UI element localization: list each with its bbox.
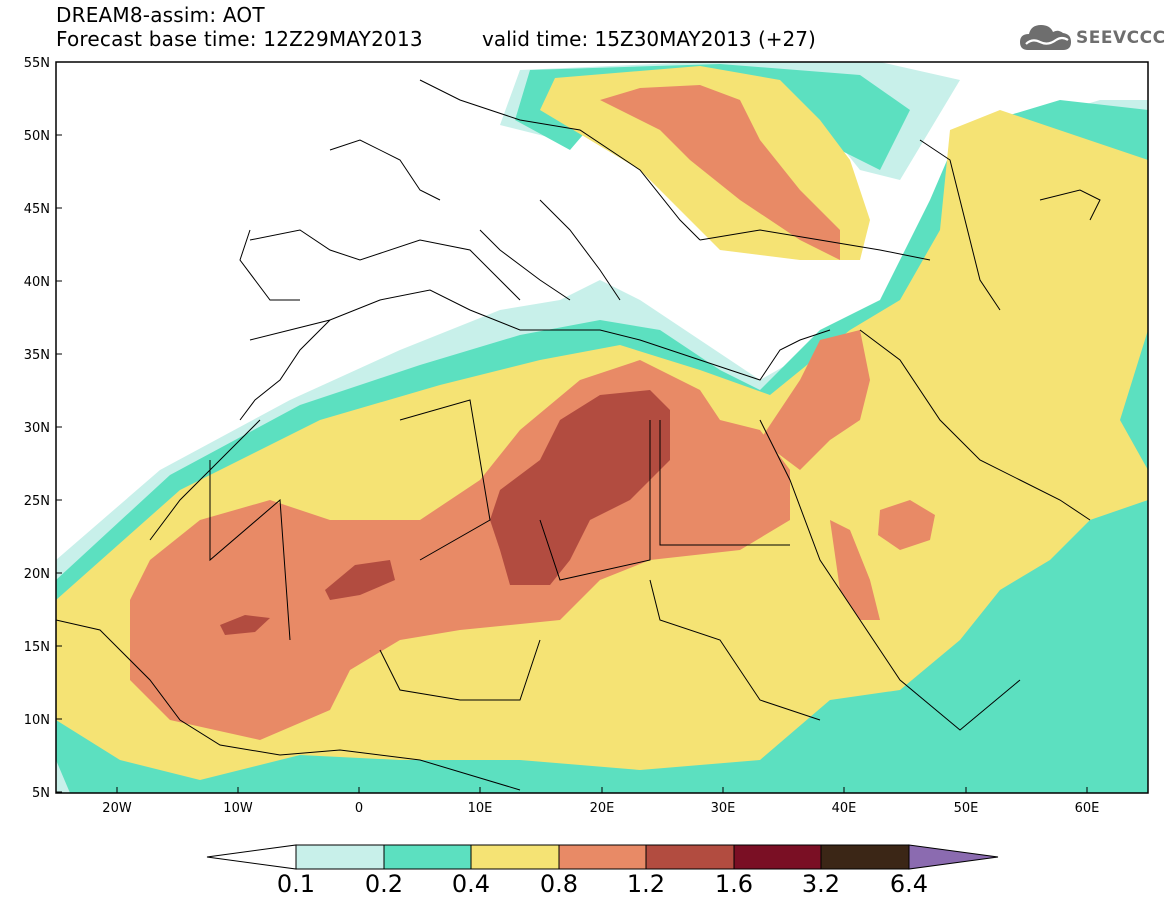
lat-label: 35N <box>24 348 50 363</box>
lon-label: 20W <box>102 801 132 816</box>
lon-label: 20E <box>590 801 615 816</box>
lon-label: 60E <box>1075 801 1100 816</box>
lon-label: 40E <box>832 801 857 816</box>
colorbar-segment <box>470 844 560 870</box>
aot-field <box>56 62 1148 793</box>
lon-label: 0 <box>355 801 363 816</box>
lat-label: 15N <box>24 640 50 655</box>
lat-labels: 55N 50N 45N 40N 35N 30N 25N 20N 15N 10N … <box>24 56 50 801</box>
colorbar-label: 0.8 <box>539 870 579 898</box>
aot-band-1.2-sahel <box>220 615 270 635</box>
colorbar-label: 6.4 <box>889 870 929 898</box>
colorbar-segment <box>558 844 647 870</box>
aot-band-1.2-west <box>325 560 395 600</box>
logo-text: SEEVCCC <box>1076 28 1165 48</box>
lat-label: 10N <box>24 713 50 728</box>
lon-labels: 20W 10W 0 10E 20E 30E 40E 50E 60E <box>102 801 1099 816</box>
lon-label: 50E <box>954 801 979 816</box>
lat-label: 25N <box>24 494 50 509</box>
colorbar-over-arrow <box>908 844 999 870</box>
colorbar <box>206 844 999 870</box>
aot-band-0.8-arabia <box>878 500 935 550</box>
lat-label: 55N <box>24 56 50 71</box>
title-line-1: DREAM8-assim: AOT <box>56 3 265 27</box>
aot-band-0.8-redsea <box>830 520 880 620</box>
colorbar-label: 1.6 <box>714 870 754 898</box>
coastlines <box>56 79 1101 791</box>
lat-label: 50N <box>24 129 50 144</box>
colorbar-segment <box>383 844 472 870</box>
colorbar-segment <box>295 844 385 870</box>
title-line-2: Forecast base time: 12Z29MAY2013 <box>56 27 423 51</box>
lat-label: 45N <box>24 202 50 217</box>
seevccc-logo: SEEVCCC <box>1018 20 1165 60</box>
lon-label: 10W <box>223 801 253 816</box>
colorbar-label: 0.4 <box>451 870 491 898</box>
lat-ticks <box>56 61 62 793</box>
aot-band-0.8-east <box>760 330 870 470</box>
aot-band-0.8-north <box>600 85 840 260</box>
cloud-icon <box>1020 25 1071 50</box>
lat-label: 40N <box>24 275 50 290</box>
colorbar-label: 0.2 <box>364 870 404 898</box>
valid-time-label: valid time: 15Z30MAY2013 (+27) <box>482 27 816 51</box>
lon-label: 30E <box>711 801 736 816</box>
lat-label: 20N <box>24 567 50 582</box>
colorbar-segment <box>645 844 735 870</box>
colorbar-segment <box>820 844 910 870</box>
aot-band-1.2 <box>490 390 670 585</box>
colorbar-label: 3.2 <box>801 870 841 898</box>
lat-label: 30N <box>24 421 50 436</box>
colorbar-label: 1.2 <box>626 870 666 898</box>
lat-label: 5N <box>32 786 50 801</box>
lon-label: 10E <box>468 801 493 816</box>
colorbar-label: 0.1 <box>276 870 316 898</box>
lon-ticks <box>116 787 1088 793</box>
colorbar-under-arrow <box>206 844 297 870</box>
colorbar-segment <box>733 844 822 870</box>
